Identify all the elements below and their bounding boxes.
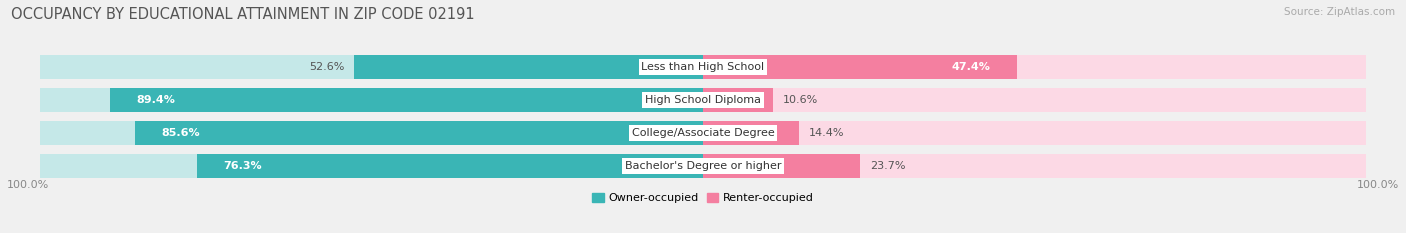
Text: College/Associate Degree: College/Associate Degree bbox=[631, 128, 775, 138]
Text: 47.4%: 47.4% bbox=[952, 62, 991, 72]
Bar bbox=[39, 154, 703, 178]
Bar bbox=[703, 88, 773, 112]
Bar bbox=[110, 88, 703, 112]
Bar bbox=[135, 121, 703, 145]
Bar bbox=[703, 154, 860, 178]
Bar bbox=[39, 88, 703, 112]
Bar bbox=[39, 55, 703, 79]
Text: 52.6%: 52.6% bbox=[309, 62, 344, 72]
Bar bbox=[703, 154, 1367, 178]
Bar bbox=[703, 55, 1018, 79]
Text: Bachelor's Degree or higher: Bachelor's Degree or higher bbox=[624, 161, 782, 171]
Text: Source: ZipAtlas.com: Source: ZipAtlas.com bbox=[1284, 7, 1395, 17]
Text: 23.7%: 23.7% bbox=[870, 161, 905, 171]
Bar bbox=[703, 88, 1367, 112]
Text: Less than High School: Less than High School bbox=[641, 62, 765, 72]
Bar bbox=[703, 121, 799, 145]
Text: High School Diploma: High School Diploma bbox=[645, 95, 761, 105]
Bar bbox=[703, 55, 1367, 79]
Text: OCCUPANCY BY EDUCATIONAL ATTAINMENT IN ZIP CODE 02191: OCCUPANCY BY EDUCATIONAL ATTAINMENT IN Z… bbox=[11, 7, 475, 22]
Bar bbox=[703, 121, 1367, 145]
Legend: Owner-occupied, Renter-occupied: Owner-occupied, Renter-occupied bbox=[588, 188, 818, 208]
Text: 76.3%: 76.3% bbox=[224, 161, 262, 171]
Text: 85.6%: 85.6% bbox=[162, 128, 201, 138]
Bar bbox=[39, 121, 703, 145]
Text: 89.4%: 89.4% bbox=[136, 95, 176, 105]
Text: 14.4%: 14.4% bbox=[808, 128, 844, 138]
Text: 100.0%: 100.0% bbox=[7, 180, 49, 190]
Bar bbox=[197, 154, 703, 178]
Bar bbox=[354, 55, 703, 79]
Text: 100.0%: 100.0% bbox=[1357, 180, 1399, 190]
Text: 10.6%: 10.6% bbox=[783, 95, 818, 105]
